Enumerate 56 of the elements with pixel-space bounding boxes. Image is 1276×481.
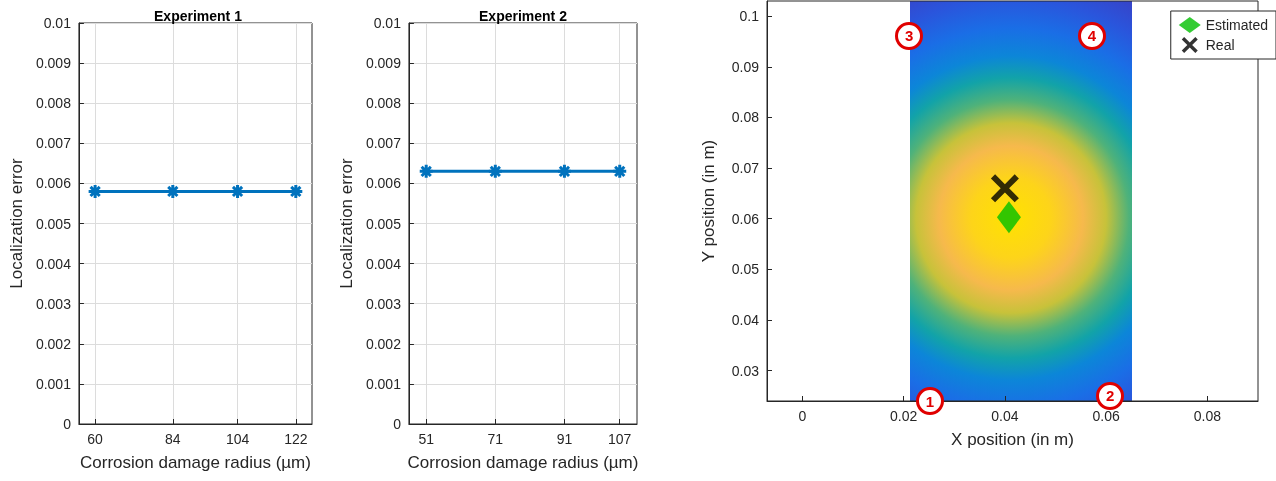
y-tick-label: 0.005 — [365, 215, 402, 232]
x-tick-label: 107 — [608, 431, 632, 447]
y-tick-label: 0.009 — [365, 55, 402, 72]
y-tick-label: 0.001 — [365, 375, 402, 392]
x-tick-label: 84 — [165, 431, 181, 447]
y-tick-label: 0.004 — [35, 255, 72, 272]
y-tick-label: 0.003 — [35, 295, 72, 312]
y-axis-title: Y position (in m) — [699, 139, 718, 263]
annotation: 4 — [1087, 27, 1097, 45]
x-tick-label: 91 — [556, 431, 573, 447]
ring-outline: 3 — [895, 21, 924, 50]
y-tick-label: 0.006 — [35, 175, 72, 192]
y-tick-label: 0.01 — [43, 15, 72, 31]
y-tick-label: 0.1 — [739, 8, 760, 25]
y-tick-label: 0.09 — [731, 58, 760, 75]
y-tick-label: 0.08 — [731, 109, 760, 126]
annotation: 1 — [925, 392, 935, 410]
y-tick-label: 0.002 — [365, 335, 402, 352]
legend-label: Real — [1205, 37, 1235, 53]
y-tick-label: 0.04 — [731, 311, 760, 328]
x-tick-label: 60 — [87, 431, 104, 447]
x-axis-title: Corrosion damage radius (µm) — [407, 453, 639, 472]
y-tick-label: 0.01 — [373, 15, 402, 31]
chart-title: Experiment 1 — [154, 8, 243, 24]
y-tick-label: 0.03 — [731, 362, 760, 379]
y-tick-label: 0.004 — [365, 255, 402, 272]
y-tick-label: 0.06 — [731, 210, 760, 227]
x-axis-title: Corrosion damage radius (µm) — [80, 453, 311, 472]
y-tick-label: 0.008 — [365, 95, 402, 112]
y-tick-label: 0.007 — [35, 135, 72, 152]
annotation: 2 — [1106, 387, 1115, 405]
x-tick-label: 51 — [418, 431, 435, 447]
y-tick-label: 0.05 — [731, 261, 760, 278]
x-tick-label: 0.08 — [1193, 408, 1222, 424]
x-tick-label: 104 — [225, 431, 250, 447]
annotation: 3 — [905, 27, 914, 45]
y-tick-label: 0.008 — [35, 95, 72, 112]
y-tick-label: 0.002 — [35, 335, 72, 352]
x-tick-label: 122 — [284, 431, 308, 447]
legend-label: Estimated — [1205, 17, 1268, 33]
y-tick-label: 0.009 — [35, 55, 72, 72]
y-tick-label: 0.006 — [365, 175, 402, 192]
y-tick-label: 0.007 — [365, 135, 402, 152]
x-tick-label: 0.06 — [1092, 408, 1120, 424]
y-tick-label: 0.07 — [731, 160, 760, 177]
y-axis-title: Localization error — [337, 157, 356, 289]
y-tick-label: 0.005 — [35, 215, 72, 232]
x-tick-label: 0.04 — [991, 408, 1019, 424]
x-axis-title: X position (in m) — [951, 430, 1074, 449]
y-tick-label: 0.003 — [365, 295, 402, 312]
y-axis-title: Localization error — [7, 157, 26, 289]
x-tick-label: 71 — [487, 431, 504, 447]
x-tick-label: 0 — [798, 408, 807, 424]
chart-title: Experiment 2 — [479, 8, 568, 24]
y-tick-label: 0.001 — [35, 375, 72, 392]
x-tick-label: 0.02 — [890, 408, 918, 424]
